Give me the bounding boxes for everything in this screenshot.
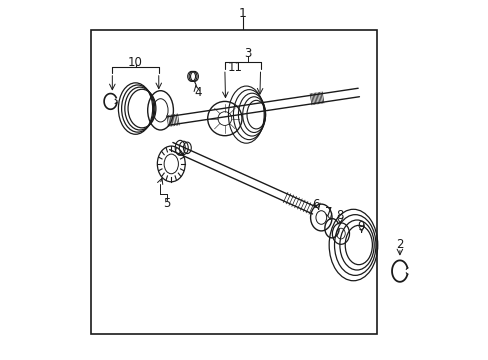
Text: 9: 9 [356,220,364,233]
Text: 6: 6 [311,198,319,211]
Text: 5: 5 [163,197,170,210]
Text: 10: 10 [128,55,142,69]
Text: 11: 11 [227,60,243,73]
Text: 1: 1 [238,8,246,21]
Text: 8: 8 [336,209,343,222]
Bar [91,30,376,334]
Text: 7: 7 [324,206,331,219]
Text: 4: 4 [194,86,202,99]
Text: 2: 2 [395,238,403,251]
Text: 3: 3 [244,47,251,60]
